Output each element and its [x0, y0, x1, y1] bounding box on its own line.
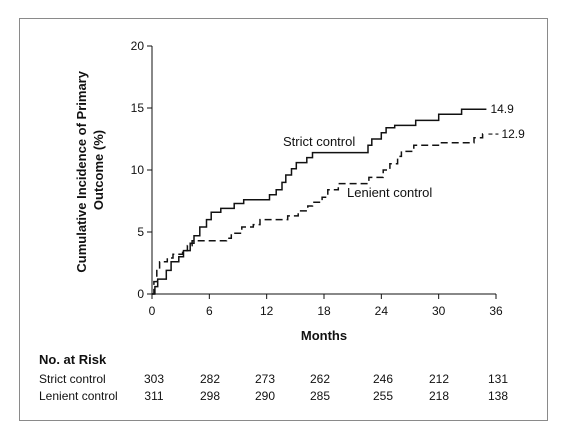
risk-value: 218 — [429, 389, 449, 403]
y-tick-label: 0 — [137, 287, 144, 301]
risk-value: 282 — [200, 372, 220, 386]
risk-value: 290 — [255, 389, 275, 403]
x-tick-label: 36 — [489, 304, 503, 318]
risk-values: 303 282 273 262 246 212 131 311 298 290 285 255 218 1… — [144, 372, 508, 403]
x-tick-label: 6 — [206, 304, 213, 318]
risk-value: 311 — [144, 389, 163, 403]
risk-value: 298 — [200, 389, 220, 403]
y-axis-title-line-1: Cumulative Incidence of Primary — [74, 70, 89, 272]
x-tick-label: 12 — [260, 304, 274, 318]
risk-value: 212 — [429, 372, 449, 386]
y-axis-title-line-2: Outcome (%) — [91, 130, 106, 210]
y-tick-label: 10 — [131, 163, 145, 177]
risk-value: 303 — [144, 372, 164, 386]
x-axis-title: Months — [301, 328, 347, 343]
figure-frame — [19, 18, 548, 421]
risk-value: 255 — [373, 389, 393, 403]
risk-table-title: No. at Risk — [39, 352, 107, 367]
y-axis-title: Cumulative Incidence of Primary Outcome … — [74, 67, 106, 272]
risk-value: 131 — [488, 372, 508, 386]
y-tick-label: 15 — [131, 101, 145, 115]
end-value-strict-control: 14.9 — [490, 102, 514, 116]
series-label-lenient-control: Lenient control — [347, 185, 432, 200]
risk-value: 273 — [255, 372, 275, 386]
risk-value: 262 — [310, 372, 330, 386]
risk-row-label-lenient: Lenient control — [39, 389, 118, 403]
risk-value: 246 — [373, 372, 393, 386]
end-value-lenient-control: 12.9 — [501, 127, 525, 141]
y-tick-label: 5 — [137, 225, 144, 239]
x-tick-label: 24 — [375, 304, 389, 318]
risk-table: No. at Risk Strict control Lenient contr… — [39, 352, 508, 403]
series-line-strict-control — [152, 108, 487, 295]
series-line-lenient-control — [152, 133, 487, 295]
y-tick-label: 20 — [131, 39, 145, 53]
risk-value: 285 — [310, 389, 330, 403]
series-label-strict-control: Strict control — [283, 134, 355, 149]
x-tick-label: 18 — [317, 304, 331, 318]
risk-row-label-strict: Strict control — [39, 372, 106, 386]
y-ticks: 0 5 10 15 20 — [131, 39, 152, 301]
x-tick-label: 0 — [149, 304, 156, 318]
series-layer — [152, 108, 487, 295]
risk-value: 138 — [488, 389, 508, 403]
x-tick-label: 30 — [432, 304, 446, 318]
axes: 0 5 10 15 20 0 6 12 18 24 30 36 — [131, 39, 503, 318]
x-ticks: 0 6 12 18 24 30 36 — [149, 294, 503, 318]
